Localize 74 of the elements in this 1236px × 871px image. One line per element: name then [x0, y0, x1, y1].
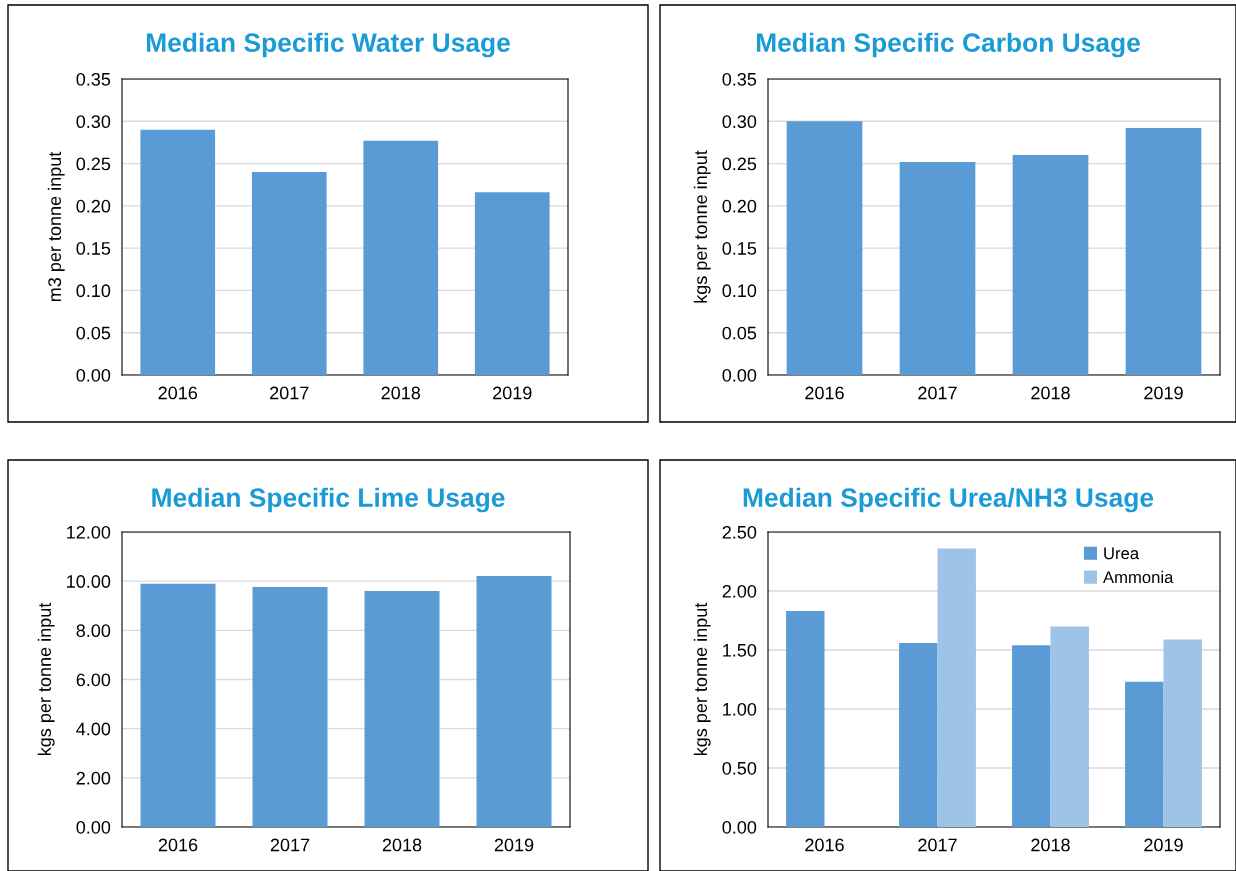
- y-tick-label: 0.30: [722, 115, 757, 129]
- bar: [1012, 645, 1051, 827]
- x-tick-label: 2016: [805, 386, 844, 400]
- y-tick-label: 0.15: [722, 242, 757, 255]
- bar: [363, 140, 439, 375]
- bar: [899, 642, 938, 827]
- bar: [1050, 626, 1089, 827]
- bar: [1125, 128, 1202, 375]
- bar: [899, 161, 976, 375]
- y-tick-label: 0.20: [722, 199, 757, 213]
- y-tick-label: 0.10: [722, 284, 757, 298]
- bar: [476, 576, 552, 827]
- y-tick-label: 0.50: [722, 761, 757, 775]
- y-axis-title: kgs per tonne input: [693, 602, 711, 756]
- x-tick-label: 2018: [1031, 386, 1070, 400]
- x-tick-label: 2018: [1031, 838, 1070, 852]
- y-tick-label: 10.00: [67, 575, 111, 588]
- x-tick-label: 2016: [805, 838, 844, 852]
- y-tick-label: 0.00: [76, 820, 111, 834]
- y-tick-label: 0.05: [722, 326, 757, 340]
- y-tick-label: 0.30: [76, 115, 111, 129]
- chart-title: Median Specific Water Usage: [146, 32, 510, 58]
- bar: [140, 129, 216, 375]
- y-axis-title: m3 per tonne input: [47, 151, 65, 302]
- bar: [1012, 155, 1089, 375]
- x-tick-label: 2019: [1144, 386, 1183, 400]
- y-tick-label: 12.00: [67, 525, 111, 539]
- x-tick-label: 2019: [1144, 838, 1183, 852]
- bar: [252, 587, 328, 827]
- y-tick-label: 0.20: [76, 199, 111, 213]
- y-tick-label: 2.00: [76, 771, 111, 785]
- bar: [364, 591, 440, 827]
- x-tick-label: 2018: [381, 386, 421, 400]
- x-tick-label: 2017: [918, 386, 957, 400]
- y-tick-label: 8.00: [76, 624, 111, 638]
- y-tick-label: 4.00: [76, 722, 111, 736]
- y-axis-title: kgs per tonne input: [37, 602, 55, 756]
- y-tick-label: 2.00: [722, 584, 757, 598]
- x-tick-label: 2017: [270, 838, 310, 852]
- y-tick-label: 0.00: [722, 820, 757, 834]
- bar: [937, 548, 976, 827]
- y-tick-label: 0.15: [76, 242, 111, 255]
- y-tick-label: 0.25: [722, 157, 757, 171]
- chart-title: Median Specific Carbon Usage: [756, 32, 1140, 58]
- bar: [474, 192, 550, 375]
- y-tick-label: 0.10: [76, 284, 111, 298]
- bar: [140, 583, 216, 827]
- y-tick-label: 1.00: [723, 702, 757, 716]
- bar: [786, 611, 825, 827]
- bar: [1125, 681, 1164, 827]
- y-tick-label: 0.00: [722, 368, 757, 382]
- y-tick-label: 0.35: [722, 72, 757, 86]
- x-tick-label: 2018: [382, 838, 422, 852]
- y-axis-title: kgs per tonne input: [693, 150, 711, 303]
- chart-title: Median Specific Lime Usage: [152, 487, 505, 513]
- y-tick-label: 0.35: [76, 72, 111, 86]
- x-tick-label: 2019: [494, 838, 534, 852]
- legend-label: Ammonia: [1103, 570, 1174, 584]
- y-tick-label: 6.00: [76, 673, 111, 687]
- x-tick-label: 2016: [158, 838, 198, 852]
- y-tick-label: 0.25: [76, 157, 111, 171]
- y-tick-label: 0.00: [76, 368, 111, 382]
- legend-label: Urea: [1104, 547, 1140, 560]
- y-tick-label: 1.50: [723, 643, 757, 657]
- x-tick-label: 2017: [270, 386, 309, 400]
- y-tick-label: 2.50: [722, 525, 757, 539]
- bar: [251, 172, 327, 375]
- x-tick-label: 2019: [493, 386, 532, 400]
- x-tick-label: 2016: [158, 386, 198, 400]
- bar: [786, 121, 863, 375]
- y-tick-label: 0.05: [76, 326, 111, 340]
- chart-title: Median Specific Urea/NH3 Usage: [743, 487, 1154, 513]
- x-tick-label: 2017: [918, 838, 957, 852]
- bar: [1163, 639, 1202, 827]
